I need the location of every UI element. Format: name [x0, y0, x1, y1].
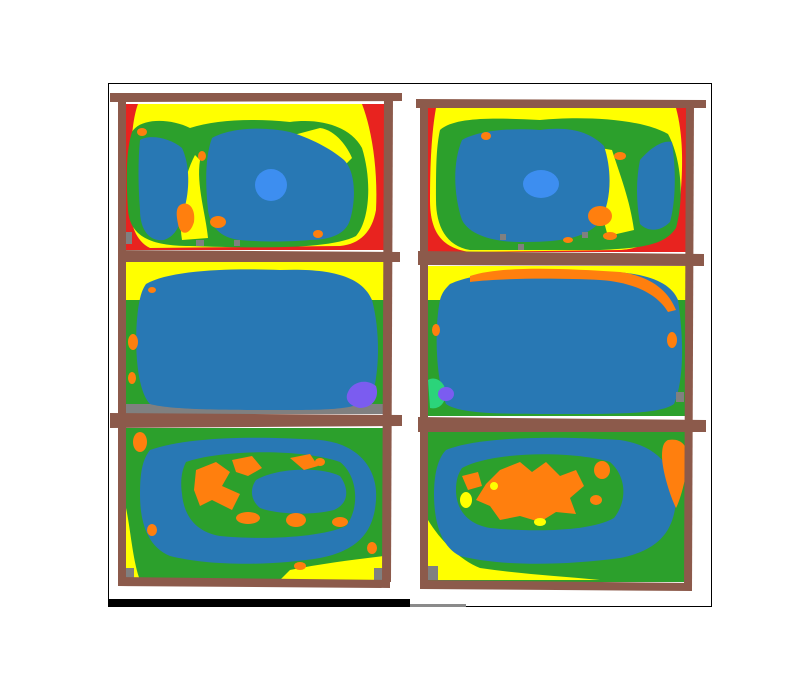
- wall-right-divider-2: [418, 417, 706, 432]
- wall-left-outer: [118, 96, 126, 582]
- panel-bottom-left: [124, 428, 386, 580]
- panel-middle-right: [426, 266, 688, 416]
- bottom-grey-bar: [410, 604, 466, 607]
- panel-bottom-right: [426, 430, 688, 582]
- walls: [110, 93, 706, 591]
- panel-top-right: [426, 108, 688, 252]
- panel-top-left: [124, 104, 386, 250]
- wall-right-top: [416, 99, 706, 108]
- panel-middle-left: [124, 262, 386, 414]
- bottom-black-bar: [108, 599, 410, 607]
- wall-left-divider-2: [110, 413, 402, 428]
- wall-left-divider-1: [118, 250, 400, 262]
- wall-left-bottom: [118, 577, 390, 588]
- wall-right-divider-1: [418, 251, 704, 266]
- wall-left-top: [110, 93, 402, 102]
- wall-right-bottom: [420, 580, 692, 591]
- wall-right-outer: [420, 100, 428, 588]
- wall-left-inner: [382, 96, 393, 582]
- wall-right-inner: [684, 102, 694, 590]
